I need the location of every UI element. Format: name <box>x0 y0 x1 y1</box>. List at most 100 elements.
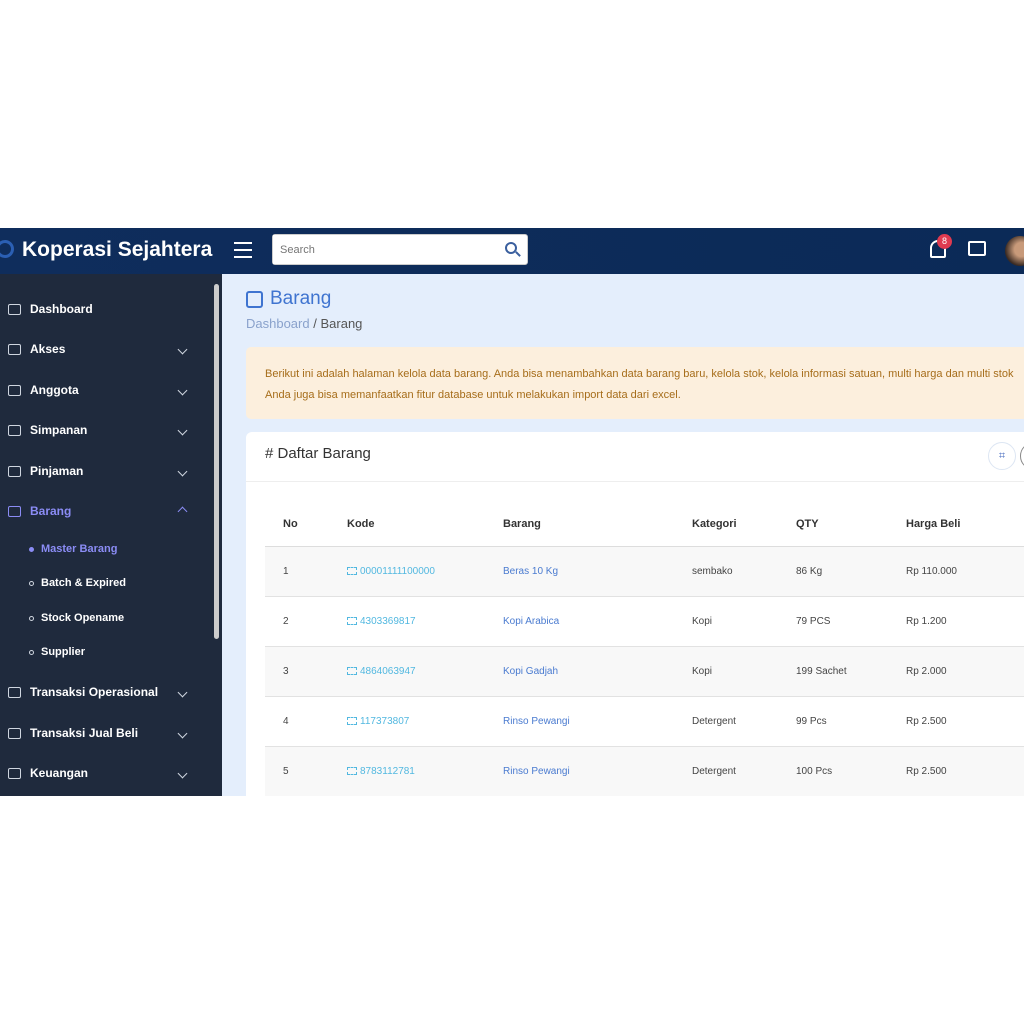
cell-barang[interactable]: Kopi Arabica <box>485 596 674 647</box>
search-input[interactable] <box>273 235 493 264</box>
sidebar-subitem-supplier[interactable]: Supplier <box>29 646 85 658</box>
cell-qty: 79 PCS <box>778 596 888 647</box>
sidebar-item-keuangan[interactable]: Keuangan <box>8 766 188 780</box>
sidebar-item-label: Barang <box>30 504 72 518</box>
column-header[interactable]: Barang <box>485 502 674 547</box>
sidebar-scrollbar[interactable] <box>214 284 219 639</box>
cell-harga-beli: Rp 2.000 <box>888 646 1024 697</box>
wallet-icon <box>8 424 21 436</box>
sidebar-item-transaksi-jual-beli[interactable]: Transaksi Jual Beli <box>8 726 188 740</box>
column-header[interactable]: Harga Beli <box>888 502 1024 547</box>
sidebar-item-anggota[interactable]: Anggota <box>8 383 188 397</box>
cell-kode[interactable]: 8783112781 <box>329 746 485 796</box>
cart-icon <box>8 727 21 739</box>
diamond-icon <box>8 767 21 779</box>
breadcrumb: Dashboard / Barang <box>246 316 362 331</box>
cell-kategori: Detergent <box>674 746 778 796</box>
items-card: # Daftar Barang ⌗ No Kode Barang Kategori QT… <box>246 432 1024 796</box>
cell-barang[interactable]: Rinso Pewangi <box>485 746 674 796</box>
bullet-icon <box>29 649 34 655</box>
sidebar-subitem-master-barang[interactable]: Master Barang <box>29 543 117 555</box>
cell-kategori: sembako <box>674 546 778 597</box>
cell-barang[interactable]: Beras 10 Kg <box>485 546 674 597</box>
breadcrumb-dashboard[interactable]: Dashboard <box>246 316 310 331</box>
card-title: # Daftar Barang <box>265 445 371 462</box>
sidebar-subitem-batch-expired[interactable]: Batch & Expired <box>29 577 126 589</box>
card-action-button[interactable] <box>1020 442 1024 470</box>
chevron-down-icon <box>177 687 188 697</box>
bullet-icon <box>29 615 34 621</box>
table-row: 5 8783112781 Rinso Pewangi Detergent 100 Pcs… <box>265 746 1024 796</box>
sidebar-item-label: Simpanan <box>30 423 88 437</box>
app-title[interactable]: Koperasi Sejahtera <box>22 238 213 261</box>
chevron-down-icon <box>177 768 188 778</box>
cell-kode[interactable]: 00001111100000 <box>329 546 485 597</box>
chevron-down-icon <box>177 344 188 354</box>
column-header[interactable]: Kode <box>329 502 485 547</box>
barcode-icon <box>347 666 357 675</box>
users-icon <box>8 384 21 396</box>
sidebar-item-label: Anggota <box>30 383 79 397</box>
sidebar-item-label: Transaksi Operasional <box>30 685 159 699</box>
barcode-icon <box>347 716 357 725</box>
sidebar-item-dashboard[interactable]: Dashboard <box>8 302 186 316</box>
search-icon[interactable] <box>505 242 517 254</box>
kode-link[interactable]: 4864063947 <box>360 665 416 677</box>
subitem-label: Batch & Expired <box>41 577 126 589</box>
column-header[interactable]: No <box>265 502 329 547</box>
column-header[interactable]: QTY <box>778 502 888 547</box>
kode-link[interactable]: 117373807 <box>360 715 410 727</box>
cell-kode[interactable]: 4303369817 <box>329 596 485 647</box>
cell-harga-beli: Rp 2.500 <box>888 696 1024 747</box>
cell-barang[interactable]: Kopi Gadjah <box>485 646 674 697</box>
table-row: 3 4864063947 Kopi Gadjah Kopi 199 Sachet Rp 2… <box>265 646 1024 697</box>
cell-harga-beli: Rp 1.200 <box>888 596 1024 647</box>
column-header[interactable]: Kategori <box>674 502 778 547</box>
kode-link[interactable]: 00001111100000 <box>360 565 435 577</box>
table-row: 1 00001111100000 Beras 10 Kg sembako 86 Kg Rp… <box>265 546 1024 597</box>
menu-toggle-icon[interactable] <box>234 242 252 258</box>
barcode-scan-button[interactable]: ⌗ <box>988 442 1016 470</box>
search-box <box>272 234 528 265</box>
cell-barang[interactable]: Rinso Pewangi <box>485 696 674 747</box>
kode-link[interactable]: 8783112781 <box>360 765 415 777</box>
barcode-icon <box>347 616 357 625</box>
sidebar-item-barang[interactable]: Barang <box>8 504 188 518</box>
sidebar-item-akses[interactable]: Akses <box>8 342 188 356</box>
cell-qty: 199 Sachet <box>778 646 888 697</box>
chevron-down-icon <box>177 728 188 738</box>
avatar[interactable] <box>1005 236 1024 266</box>
subitem-label: Stock Opename <box>41 612 125 624</box>
cell-no: 3 <box>265 646 329 697</box>
sidebar-item-transaksi-operasional[interactable]: Transaksi Operasional <box>8 685 188 699</box>
cell-qty: 100 Pcs <box>778 746 888 796</box>
sidebar-item-label: Akses <box>30 342 66 356</box>
sidebar-item-pinjaman[interactable]: Pinjaman <box>8 464 188 478</box>
subitem-label: Supplier <box>41 646 86 658</box>
breadcrumb-current: Barang <box>320 316 363 331</box>
sidebar-item-label: Dashboard <box>30 302 93 316</box>
sidebar-item-label: Keuangan <box>30 766 89 780</box>
cell-kategori: Kopi <box>674 596 778 647</box>
app-window: Koperasi Sejahtera 8 Dashboard Akses Ang… <box>0 228 1024 796</box>
alert-line: Berikut ini adalah halaman kelola data b… <box>265 368 1014 380</box>
info-alert: Berikut ini adalah halaman kelola data b… <box>246 347 1024 419</box>
cell-kode[interactable]: 4864063947 <box>329 646 485 697</box>
money-icon <box>8 686 21 698</box>
chevron-down-icon <box>177 425 188 435</box>
user-icon <box>8 343 21 355</box>
notification-badge: 8 <box>937 234 952 249</box>
message-icon[interactable] <box>968 241 986 256</box>
sidebar-item-label: Pinjaman <box>30 464 84 478</box>
cell-no: 4 <box>265 696 329 747</box>
cell-kategori: Kopi <box>674 646 778 697</box>
logo-icon <box>0 240 14 258</box>
subitem-label: Master Barang <box>41 543 118 555</box>
grid-icon <box>8 303 21 315</box>
cell-kode[interactable]: 117373807 <box>329 696 485 747</box>
box-icon <box>8 505 21 517</box>
sidebar-item-simpanan[interactable]: Simpanan <box>8 423 188 437</box>
kode-link[interactable]: 4303369817 <box>360 615 416 627</box>
divider <box>246 481 1024 482</box>
sidebar-subitem-stock-opename[interactable]: Stock Opename <box>29 612 124 624</box>
